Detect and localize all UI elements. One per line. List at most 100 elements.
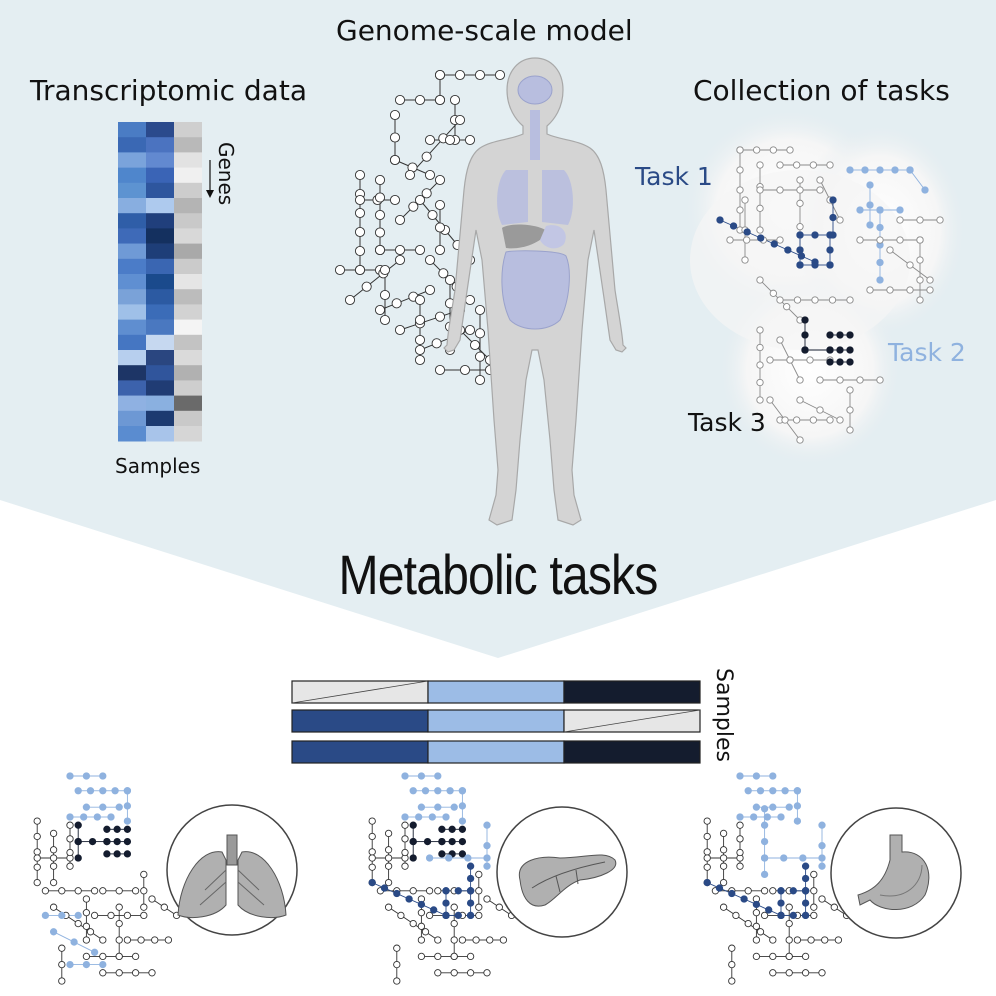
network-node xyxy=(394,214,406,226)
heatmap-cell xyxy=(118,258,146,275)
stomach-organ-circle xyxy=(830,807,962,939)
network-node xyxy=(354,207,366,219)
network-node xyxy=(826,261,834,269)
network-node xyxy=(458,936,467,944)
network-node xyxy=(866,181,874,189)
network-node xyxy=(409,919,417,928)
network-node xyxy=(836,376,844,384)
network-node xyxy=(458,817,467,825)
task-2-label: Task 2 xyxy=(888,338,966,367)
heatmap-cell xyxy=(118,228,146,244)
network-node xyxy=(123,825,132,833)
network-node xyxy=(464,324,476,336)
network-node xyxy=(793,161,801,169)
network-node xyxy=(816,406,824,414)
network-node xyxy=(374,244,386,256)
network-node xyxy=(475,903,483,911)
network-node xyxy=(780,854,788,862)
heatmap-cell xyxy=(146,198,174,214)
network-node xyxy=(786,356,794,364)
heatmap-cell xyxy=(146,410,174,427)
network-node xyxy=(103,850,111,858)
sample-bars-samples-label: Samples xyxy=(711,668,736,762)
network-node xyxy=(826,358,834,366)
heatmap-cell xyxy=(174,137,202,153)
network-node xyxy=(715,884,724,892)
network-node xyxy=(810,903,818,911)
network-node xyxy=(115,903,123,911)
network-node xyxy=(760,854,769,862)
network-node xyxy=(466,969,475,977)
network-node xyxy=(99,772,107,780)
network-node xyxy=(401,848,409,857)
network-node xyxy=(88,837,97,846)
network-node xyxy=(450,936,458,944)
network-node xyxy=(131,952,140,961)
network-node xyxy=(763,813,771,821)
network-node xyxy=(123,936,132,944)
network-node xyxy=(796,199,804,207)
network-node xyxy=(784,246,792,254)
network-node xyxy=(741,196,749,204)
lung-icon xyxy=(177,834,287,918)
network-node xyxy=(836,346,844,354)
network-node xyxy=(113,850,121,858)
network-node xyxy=(756,343,764,352)
network-node xyxy=(719,862,728,870)
network-node xyxy=(776,186,784,194)
network-node xyxy=(384,854,393,862)
network-node xyxy=(736,862,744,870)
network-node xyxy=(450,952,458,961)
network-edge xyxy=(799,399,821,411)
heatmap-cell xyxy=(174,198,202,214)
heatmap-cell xyxy=(174,258,202,275)
network-node xyxy=(417,936,426,944)
network-node xyxy=(74,854,82,862)
network-node xyxy=(82,772,91,780)
network-node xyxy=(90,911,99,920)
network-node xyxy=(729,222,738,230)
network-node xyxy=(66,835,74,843)
network-node xyxy=(756,204,764,212)
network-node xyxy=(777,887,785,895)
network-node xyxy=(66,862,74,870)
network-node xyxy=(483,854,491,862)
network-node xyxy=(58,960,66,969)
network-node xyxy=(777,911,785,920)
network-node xyxy=(796,176,804,184)
network-node xyxy=(409,787,417,795)
heatmap-cell xyxy=(146,304,174,320)
network-node xyxy=(442,813,450,821)
network-node xyxy=(916,256,924,264)
network-node xyxy=(716,216,724,224)
network-node xyxy=(769,803,777,811)
heatmap-cell xyxy=(174,350,202,366)
network-node xyxy=(41,911,50,920)
network-node xyxy=(394,324,406,336)
network-node xyxy=(389,109,401,121)
network-node xyxy=(417,772,426,780)
heatmap-cell xyxy=(118,213,146,229)
network-node xyxy=(140,870,148,879)
network-node xyxy=(793,416,801,424)
network-node xyxy=(821,936,829,944)
heatmap-cell xyxy=(146,228,174,244)
network-node xyxy=(458,850,467,858)
network-node xyxy=(896,236,904,244)
network-node xyxy=(434,244,446,256)
network-node xyxy=(394,254,406,266)
network-node xyxy=(886,246,894,254)
network-node xyxy=(474,351,486,362)
sample-bar-segment xyxy=(427,709,565,733)
network-node xyxy=(793,817,802,825)
network-node xyxy=(756,276,764,284)
network-node xyxy=(344,294,356,306)
network-node xyxy=(99,887,107,895)
network-node xyxy=(834,936,843,944)
sample-bar-segment xyxy=(291,740,429,764)
network-node xyxy=(736,848,744,857)
heatmap-cell xyxy=(118,122,146,138)
network-node xyxy=(744,887,752,895)
heatmap-cell xyxy=(174,365,202,381)
